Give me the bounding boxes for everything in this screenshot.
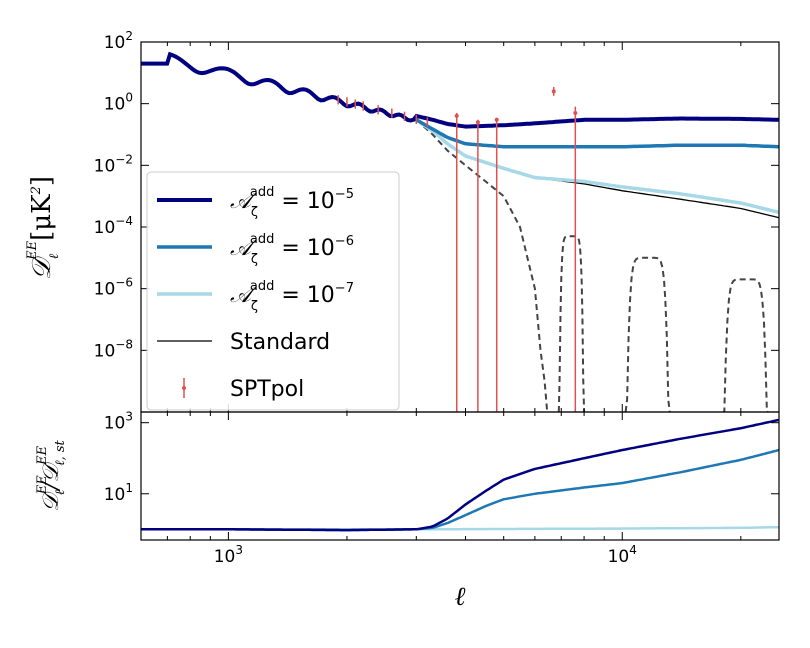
legend-box (146, 171, 400, 411)
axis-labels: 𝒟ℓEE[μK2] 𝒟EE ℓ/𝒟EE ℓ, st ℓ (25, 176, 466, 612)
x-tick-label-4: 104 (608, 543, 637, 567)
top-y-tick-label-0: 102 (104, 29, 133, 53)
legend-part-add5-1: ζ (251, 205, 258, 220)
bottom-panel: 103 104 103 101 (104, 410, 780, 567)
bot-y-tick-label-1: 101 (104, 481, 133, 505)
sptpol-point-1 (454, 113, 459, 118)
top-y-tick-exp-5: −8 (115, 337, 133, 351)
top-y-tick-label-2: 10−2 (94, 152, 133, 176)
top-y-tick-label-3: 10−4 (94, 214, 133, 238)
legend-part-add7-2: add (250, 279, 274, 294)
x-tick-label-3: 103 (214, 543, 243, 567)
legend-part-add6-3: = 10 (274, 236, 334, 261)
legend-part-add7-3: = 10 (274, 283, 334, 308)
top-y-tick-exp-4: −6 (115, 276, 133, 290)
dashed-lobe-2 (624, 256, 671, 412)
ratio-line-add6 (141, 448, 779, 532)
x-tick-label-exp-3: 3 (235, 543, 243, 557)
legend-part-add6-4: −6 (335, 234, 354, 249)
bottom-y-axis-label: 𝒟EE ℓ/𝒟EE ℓ, st (35, 439, 68, 511)
top-y-tick-exp-3: −4 (115, 214, 133, 228)
legend-label-add7: 𝒜ζadd = 10−7 (230, 279, 354, 314)
legend-label-sptpol: SPTpol (230, 377, 304, 402)
legend-part-add5-4: −5 (335, 187, 354, 202)
legend-label-add6: 𝒜ζadd = 10−6 (230, 232, 354, 267)
bottom-frame (140, 411, 780, 541)
sptpol-point-3 (494, 117, 499, 122)
bottom-plot-area (141, 418, 779, 532)
top-y-tick-exp-1: 0 (125, 91, 133, 105)
series-line-add5 (141, 51, 779, 129)
x-axis-label: ℓ (455, 582, 466, 612)
top-y-axis-label: 𝒟ℓEE[μK2] (25, 176, 62, 280)
legend-label-standard: Standard (230, 330, 330, 355)
legend-part-add6-2: add (250, 232, 274, 247)
top-y-tick-exp-2: −2 (115, 152, 133, 166)
dashed-lobe-3 (722, 278, 769, 412)
dashed-lobe-1 (557, 235, 586, 412)
top-y-tick-label-4: 10−6 (94, 276, 133, 300)
ratio-line-add5 (141, 418, 779, 532)
legend-sptpol-dot (182, 386, 186, 390)
top-y-tick-label-5: 10−8 (94, 337, 133, 361)
standard-negative-dashed-line (415, 119, 549, 412)
bot-y-tick-exp-0: 3 (125, 410, 133, 424)
legend-part-add5-2: add (250, 185, 274, 200)
legend-part-add7-4: −7 (335, 281, 354, 296)
legend-label-add5: 𝒜ζadd = 10−5 (230, 185, 354, 220)
x-tick-label-exp-4: 4 (629, 543, 637, 557)
bot-y-tick-label-0: 103 (104, 410, 133, 434)
series-line-add6 (141, 52, 779, 149)
bot-y-tick-exp-1: 1 (125, 481, 133, 495)
top-plot-area (141, 51, 779, 412)
legend-part-add7-1: ζ (251, 299, 258, 314)
legend-part-add5-3: = 10 (274, 189, 334, 214)
top-y-tick-exp-0: 2 (125, 29, 133, 43)
sptpol-point-2 (475, 120, 480, 125)
top-y-tick-label-1: 100 (104, 91, 133, 115)
sptpol-point-4 (551, 89, 556, 94)
sptpol-point-5 (573, 110, 578, 115)
legend-part-add6-1: ζ (251, 252, 258, 267)
